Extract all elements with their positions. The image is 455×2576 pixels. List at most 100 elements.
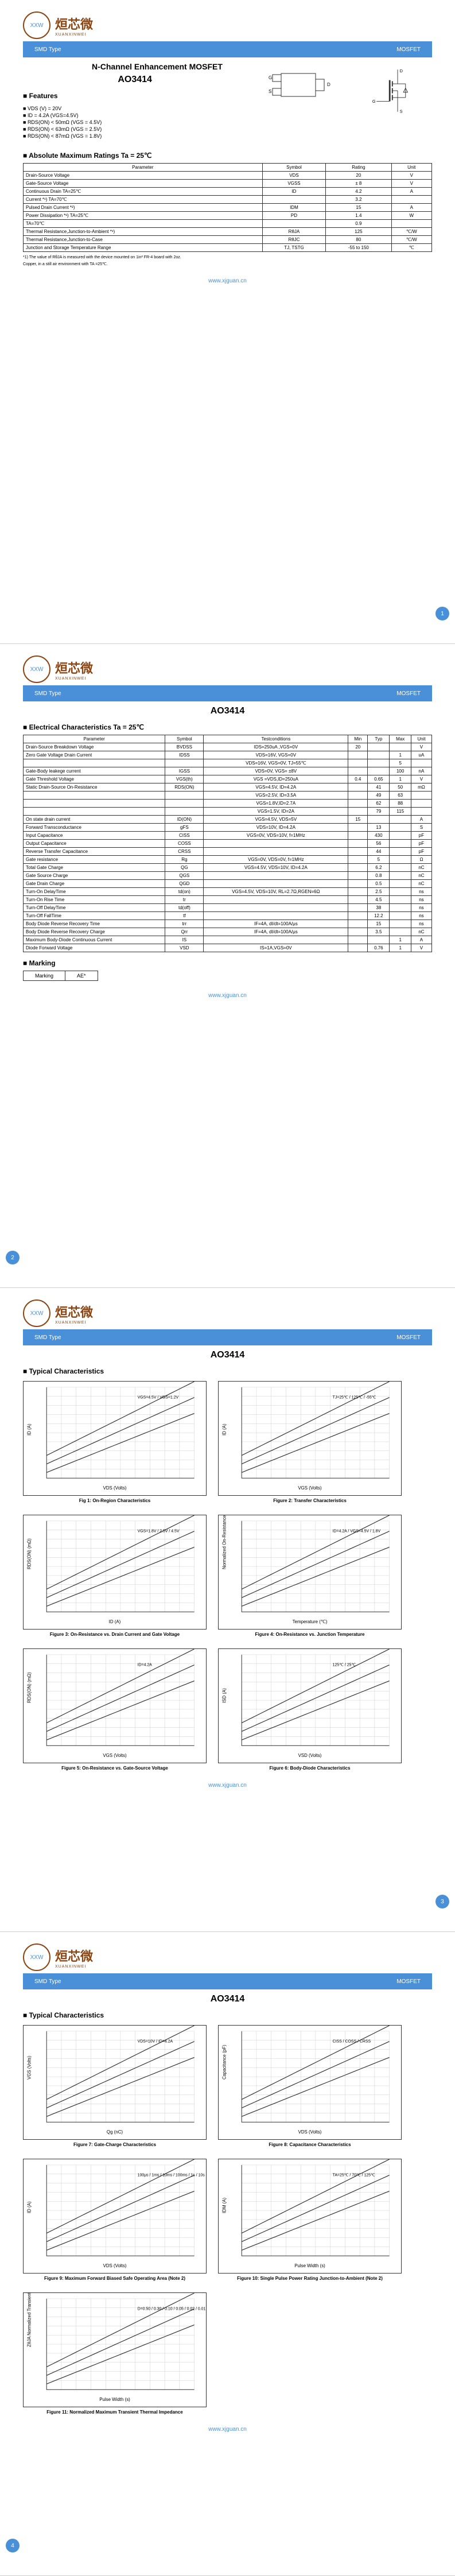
part-number: AO3414 [23, 1350, 432, 1360]
header-bar: SMD Type MOSFET [23, 685, 432, 701]
table-cell [411, 808, 431, 816]
table-cell: V [411, 775, 431, 783]
table-cell: ℃/W [391, 236, 432, 244]
table-cell: 0.76 [368, 944, 390, 952]
chart-title: Figure 11: Normalized Maximum Transient … [23, 2410, 207, 2415]
table-row: Current *¹) TA=70℃3.2 [24, 196, 432, 204]
table-cell: ns [411, 920, 431, 928]
table-cell [204, 896, 348, 904]
table-cell: Diode Forward Voltage [24, 944, 165, 952]
brand-chinese: 烜芯微 [55, 14, 93, 33]
table-cell: 1 [390, 944, 411, 952]
table-header: Max [390, 735, 411, 743]
table-cell: VGS=0V, VDS=0V, f=1MHz [204, 856, 348, 864]
table-cell: Gate Drain Charge [24, 880, 165, 888]
page-number: 3 [435, 1895, 449, 1908]
table-row: Turn-On DelayTimetd(on)VGS=4.5V, VDS=10V… [24, 888, 432, 896]
svg-text:ID=4.2A / VGS=4.5V / 1.8V: ID=4.2A / VGS=4.5V / 1.8V [333, 1530, 381, 1534]
chart-title: Figure 9: Maximum Forward Biased Safe Op… [23, 2276, 207, 2281]
svg-text:Normalized On-Resistance: Normalized On-Resistance [221, 1515, 227, 1569]
package-diagram: D G S [258, 62, 339, 108]
chart: RDS(ON) (mΩ)VGS (Volts)ID=4.2AFigure 5: … [23, 1648, 207, 1771]
svg-text:VDS=10V / ID=4.2A: VDS=10V / ID=4.2A [138, 2040, 173, 2044]
table-cell [390, 816, 411, 824]
table-cell: Input Capacitance [24, 832, 165, 840]
chart-title: Figure 2: Transfer Characteristics [218, 1498, 402, 1503]
table-cell: Static Drain-Source On-Resistance [24, 783, 165, 792]
table-cell: Turn-On DelayTime [24, 888, 165, 896]
chart: ISD (A)VSD (Volts)125℃ / 25℃Figure 6: Bo… [218, 1648, 402, 1771]
table-cell: IDSS [165, 751, 204, 759]
table-cell: nC [411, 872, 431, 880]
table-cell [24, 800, 165, 808]
table-cell: Body Diode Reverse Recovery Time [24, 920, 165, 928]
table-cell [348, 928, 368, 936]
table-cell: ns [411, 888, 431, 896]
svg-text:D=0.50 / 0.30 / 0.10 / 0.05 /: D=0.50 / 0.30 / 0.10 / 0.05 / 0.02 / 0.0… [138, 2307, 206, 2311]
marking-table: MarkingAE* [23, 971, 98, 981]
table-cell: TJ, TSTG [262, 244, 325, 252]
table-cell [348, 824, 368, 832]
svg-text:VGS=4.5V / VGS=1.2V: VGS=4.5V / VGS=1.2V [138, 1396, 179, 1400]
feature-item: RDS(ON) < 63mΩ (VGS = 2.5V) [23, 126, 247, 132]
table-cell: uA [411, 751, 431, 759]
table-row: Forward TransconductancegFSVDS=10V, ID=4… [24, 824, 432, 832]
chart-title: Figure 10: Single Pulse Power Rating Jun… [218, 2276, 402, 2281]
table-cell [390, 904, 411, 912]
table-row: Power Dissipation *¹) TA=25℃PD1.4W [24, 212, 432, 220]
page-4: XXW 烜芯微XUANXINWEI SMD Type MOSFET AO3414… [0, 1932, 455, 2576]
chart-title: Figure 7: Gate-Charge Characteristics [23, 2142, 207, 2147]
table-cell: 5 [390, 759, 411, 767]
table-cell: Body Diode Reverse Recovery Charge [24, 928, 165, 936]
table-cell: QG [165, 864, 204, 872]
svg-text:TA=25℃ / 70℃ / 125℃: TA=25℃ / 70℃ / 125℃ [333, 2174, 375, 2178]
table-row: Thermal Resistance,Junction-to-Ambient *… [24, 228, 432, 236]
table-row: Pulsed Drain Current *²)IDM15A [24, 204, 432, 212]
table-cell: 1 [390, 936, 411, 944]
svg-text:VGS (Volts): VGS (Volts) [298, 1485, 322, 1491]
table-row: Junction and Storage Temperature RangeTJ… [24, 244, 432, 252]
table-cell: Pulsed Drain Current *²) [24, 204, 263, 212]
table-cell: W [391, 212, 432, 220]
table-cell: Drain-Source Breakdown Voltage [24, 743, 165, 751]
table-cell: Zero Gate Voltage Drain Current [24, 751, 165, 759]
svg-text:Pulse Width (s): Pulse Width (s) [294, 2263, 325, 2268]
table-cell [348, 848, 368, 856]
table-cell [348, 936, 368, 944]
table-cell: IDM [262, 204, 325, 212]
table-cell: A [411, 816, 431, 824]
table-cell: ns [411, 904, 431, 912]
table-cell: td(off) [165, 904, 204, 912]
table-cell: 100 [390, 767, 411, 775]
svg-text:D: D [400, 68, 403, 73]
table-cell: Gate Threshold Voltage [24, 775, 165, 783]
table-cell: VGS =VDS,ID=250uA [204, 775, 348, 783]
table-cell: -55 to 150 [326, 244, 391, 252]
table-cell: ℃ [391, 244, 432, 252]
table-cell: 80 [326, 236, 391, 244]
table-cell: Gate Source Charge [24, 872, 165, 880]
table-cell: td(on) [165, 888, 204, 896]
typ-char-title: ■ Typical Characteristics [23, 1367, 432, 1375]
table-cell [165, 792, 204, 800]
table-cell: Qrr [165, 928, 204, 936]
table-cell [165, 808, 204, 816]
table-cell: VGS=4.5V, VDS=5V [204, 816, 348, 824]
table-cell [348, 759, 368, 767]
table-cell: V [411, 944, 431, 952]
table-row: TA=70℃0.9 [24, 220, 432, 228]
table-cell [165, 759, 204, 767]
table-cell: 63 [390, 792, 411, 800]
table-header: Min [348, 735, 368, 743]
table-cell: 15 [368, 920, 390, 928]
table-cell: CISS [165, 832, 204, 840]
table-cell [348, 864, 368, 872]
table-cell: 2.5 [368, 888, 390, 896]
header-bar: SMD Type MOSFET [23, 1973, 432, 1989]
chart-title: Figure 6: Body-Diode Characteristics [218, 1766, 402, 1771]
table-cell [204, 872, 348, 880]
table-row: Continuous Drain TA=25℃ID4.2A [24, 188, 432, 196]
table-cell [368, 936, 390, 944]
table-row: Reverse Transfer CapacitanceCRSS44pF [24, 848, 432, 856]
svg-text:G: G [372, 99, 376, 104]
